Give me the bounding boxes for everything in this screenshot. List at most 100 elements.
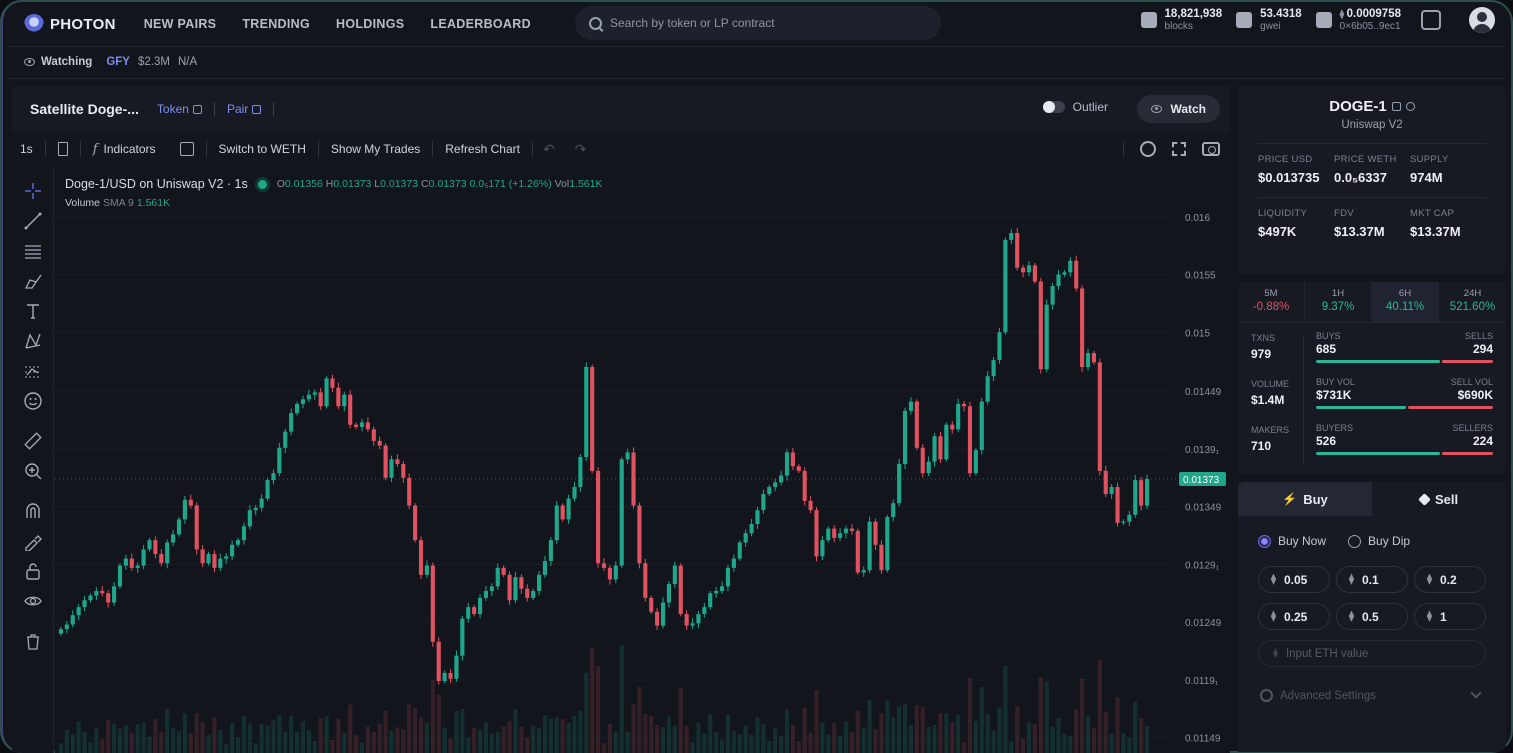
amount-button[interactable]: ⧫ 0.05 [1258, 566, 1330, 593]
volume-bar [1127, 737, 1132, 753]
low-label: L [374, 178, 381, 190]
amount-button[interactable]: ⧫ 0.25 [1258, 603, 1330, 630]
user-avatar[interactable] [1469, 7, 1495, 33]
change-6h-tab[interactable]: 6H 40.11% [1372, 282, 1439, 322]
volume-bar [690, 742, 695, 753]
lock-drawing-icon[interactable] [23, 531, 43, 551]
candle-body [1044, 304, 1049, 370]
token-link[interactable]: Token [157, 102, 202, 116]
emoji-icon[interactable] [23, 391, 43, 411]
zoom-in-icon[interactable] [23, 461, 43, 481]
candle-body [135, 565, 140, 568]
fullscreen-icon[interactable] [1172, 142, 1186, 156]
interval-selector[interactable]: 1s [20, 142, 33, 156]
nav-trending[interactable]: TRENDING [242, 17, 311, 31]
volume-bar [855, 710, 860, 753]
brush-icon[interactable] [23, 271, 43, 291]
eth-icon: ⧫ [1349, 611, 1354, 622]
volume-bar [389, 730, 394, 753]
amount-button[interactable]: ⧫ 0.2 [1414, 566, 1486, 593]
candle-body [1139, 480, 1144, 506]
pattern-icon[interactable] [23, 331, 43, 351]
qr-scan-icon[interactable] [1421, 10, 1441, 30]
volume-bar [808, 732, 813, 753]
advanced-settings-toggle[interactable]: Advanced Settings [1260, 687, 1486, 702]
chart-settings-icon[interactable] [1140, 141, 1156, 157]
candle-body [1097, 362, 1102, 471]
text-tool-icon[interactable] [23, 301, 43, 321]
amount-button[interactable]: ⧫ 0.1 [1336, 566, 1408, 593]
candle-body [944, 424, 949, 460]
candle-body [525, 588, 530, 598]
ruler-icon[interactable] [23, 431, 43, 451]
nav-new-pairs[interactable]: NEW PAIRS [143, 17, 217, 31]
undo-icon[interactable]: ↶ [542, 140, 555, 157]
candle-body [790, 452, 795, 467]
nav-holdings[interactable]: HOLDINGS [336, 17, 405, 31]
row-right-value: $690K [1457, 388, 1493, 402]
buy-share-bar [1316, 452, 1440, 455]
unlock-icon[interactable] [23, 561, 43, 581]
candle-body [678, 565, 683, 615]
volume-bar [784, 709, 790, 753]
candle-body [377, 440, 382, 446]
screenshot-camera-icon[interactable] [1202, 142, 1220, 156]
header-separator [213, 102, 215, 116]
candle-body [566, 498, 571, 520]
candle-body [389, 459, 394, 478]
prediction-icon[interactable] [23, 361, 43, 381]
sell-tab[interactable]: Sell [1372, 482, 1506, 516]
search-bar[interactable] [575, 6, 941, 40]
volume-bar [637, 687, 642, 753]
copy-icon[interactable] [1391, 102, 1401, 111]
indicators-button[interactable]: f Indicators [81, 134, 168, 164]
trend-line-icon[interactable] [23, 211, 43, 231]
eth-amount-input[interactable] [1285, 647, 1466, 660]
candle-body [637, 505, 642, 564]
candlestick-plot[interactable]: 0.016 0.0155 0.015 0.01449 0.0139₁ 0.01349 0.0… [55, 168, 1230, 753]
candle-type-button[interactable] [46, 134, 80, 164]
redo-icon[interactable]: ↷ [574, 140, 587, 157]
shield-icon[interactable] [1405, 102, 1415, 111]
fib-lines-icon[interactable] [23, 241, 43, 261]
toggle-switch[interactable] [1042, 101, 1065, 113]
layouts-button[interactable] [168, 134, 206, 164]
candle-body [802, 470, 807, 501]
magnet-icon[interactable] [23, 501, 43, 521]
candle-body [584, 366, 589, 458]
pair-link[interactable]: Pair [227, 102, 262, 116]
volume-bar [755, 717, 760, 753]
watched-token-symbol[interactable]: GFY [106, 56, 130, 68]
change-5m-tab[interactable]: 5M -0.88% [1238, 282, 1305, 322]
metric-liquidity: LIQUIDITY $497K [1258, 208, 1334, 239]
brand-name: PHOTON [50, 15, 116, 33]
gas-stat[interactable]: 53.4318 gwei [1236, 8, 1302, 33]
amount-button[interactable]: ⧫ 1 [1414, 603, 1486, 630]
metric-price-weth: PRICE WETH 0.0₅6337 [1334, 154, 1410, 185]
search-icon [589, 16, 602, 30]
change-24h-tab[interactable]: 24H 521.60% [1439, 282, 1506, 322]
volume-bar [938, 713, 943, 753]
trash-icon[interactable] [23, 631, 43, 651]
refresh-chart-button[interactable]: Refresh Chart [445, 142, 520, 156]
wallet-stat[interactable]: ⧫ 0.0009758 0×6b05..9ec1 [1315, 8, 1401, 33]
change-1h-tab[interactable]: 1H 9.37% [1305, 282, 1372, 322]
buy-tab[interactable]: ⚡ Buy [1238, 482, 1372, 516]
watch-button[interactable]: Watch [1137, 95, 1220, 123]
search-input[interactable] [610, 16, 910, 30]
outlier-toggle[interactable]: Outlier [1042, 100, 1108, 114]
crosshair-icon[interactable] [23, 181, 43, 201]
show-my-trades-button[interactable]: Show My Trades [330, 142, 421, 156]
amount-button[interactable]: ⧫ 0.5 [1336, 603, 1408, 630]
buy-dip-radio[interactable]: Buy Dip [1348, 534, 1410, 548]
candle-body [501, 567, 506, 575]
header-separator [273, 102, 275, 116]
nav-leaderboard[interactable]: LEADERBOARD [430, 17, 531, 31]
candle-body [719, 586, 725, 591]
brand-logo[interactable]: PHOTON [24, 14, 116, 34]
switch-weth-button[interactable]: Switch to WETH [218, 142, 306, 156]
eth-amount-field[interactable]: ⧫ [1258, 640, 1486, 667]
hide-drawings-icon[interactable] [23, 591, 43, 611]
buy-now-radio[interactable]: Buy Now [1258, 534, 1326, 548]
price-chart[interactable]: 0.016 0.0155 0.015 0.01449 0.0139₁ 0.01349 0.0… [55, 168, 1230, 753]
